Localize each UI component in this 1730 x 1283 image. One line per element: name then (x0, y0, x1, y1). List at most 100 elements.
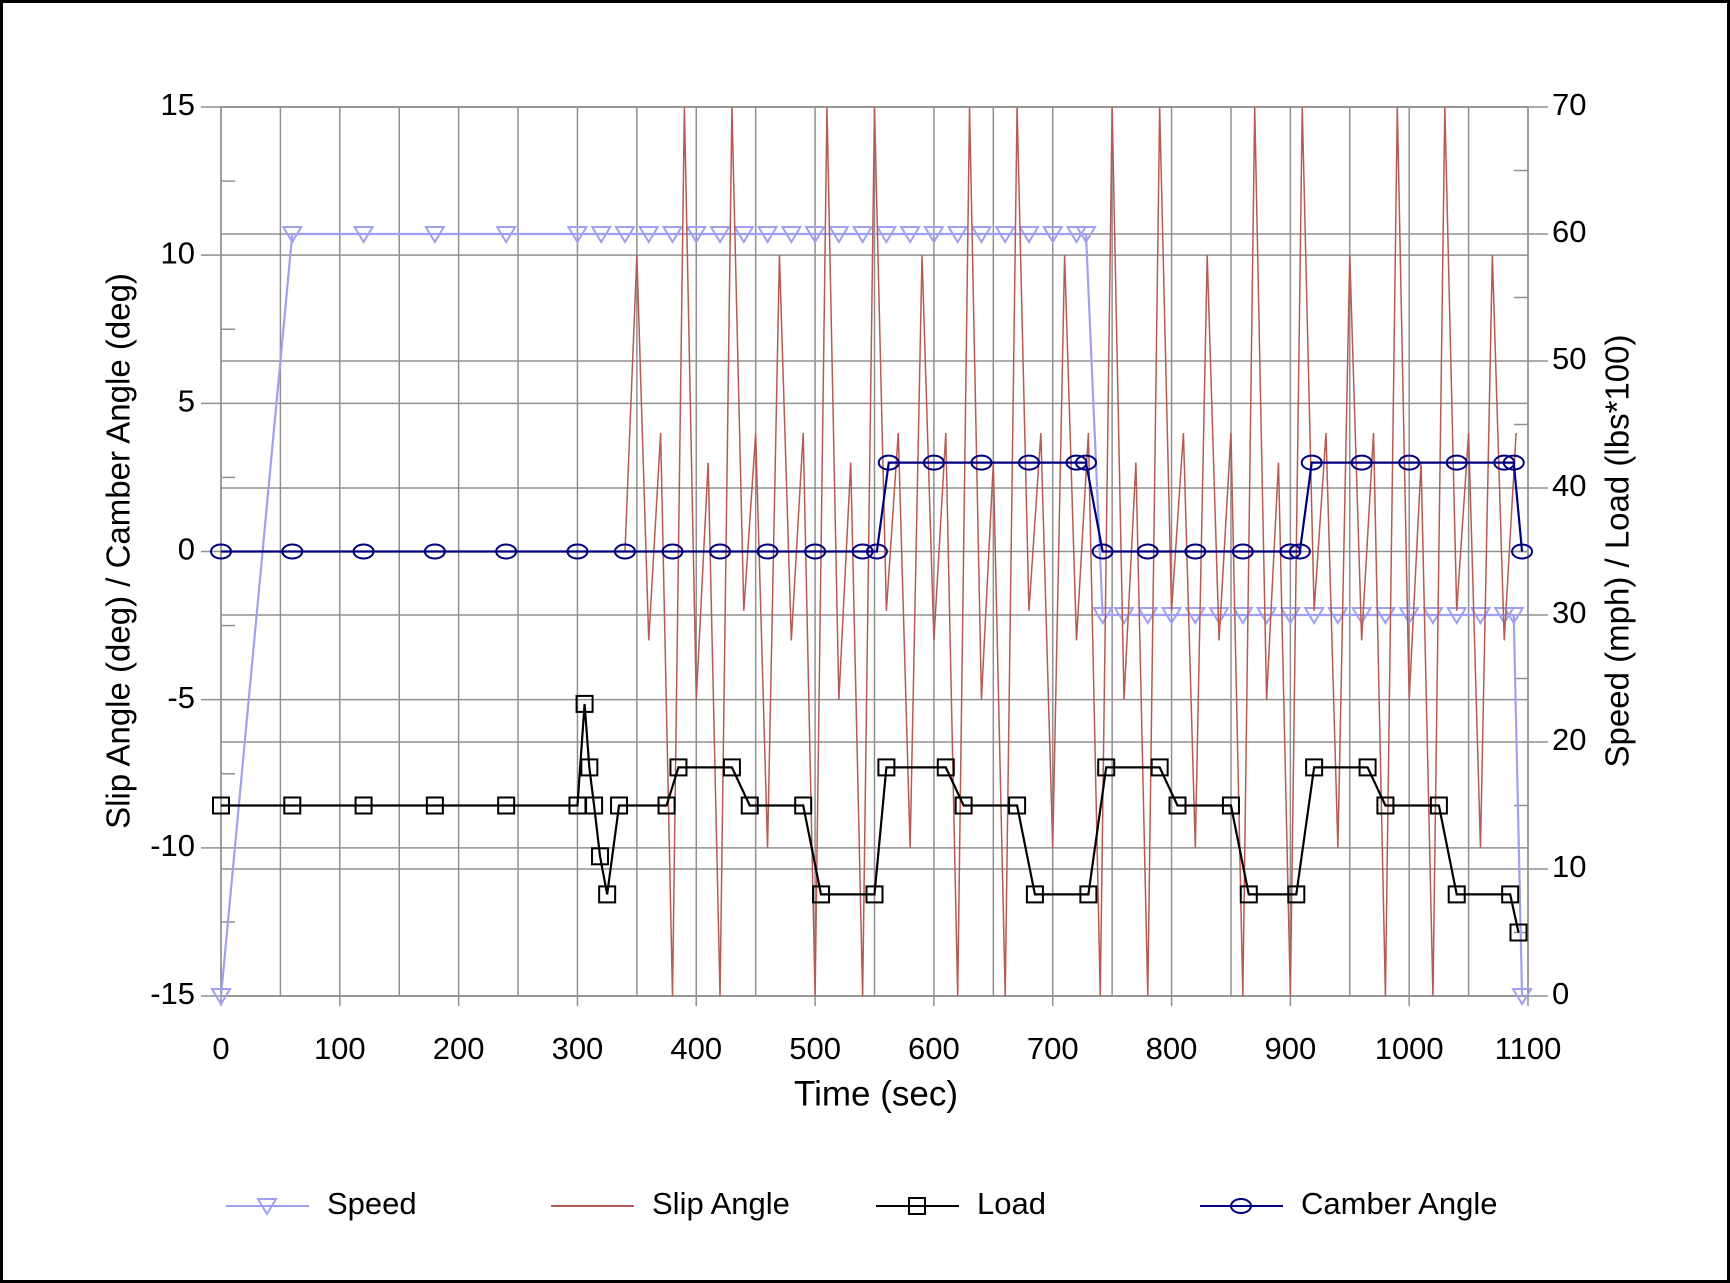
marker (669, 758, 688, 777)
marker (1017, 454, 1040, 471)
marker (585, 796, 604, 815)
y2-tick-label: 10 (1552, 849, 1586, 884)
marker (256, 1198, 278, 1216)
marker (804, 226, 826, 244)
x-tick-label: 800 (1146, 1031, 1198, 1066)
marker (1075, 226, 1097, 244)
marker (1208, 607, 1230, 625)
marker (1025, 885, 1044, 904)
marker (210, 988, 232, 1006)
legend-label: Load (977, 1186, 1046, 1221)
marker (1376, 796, 1395, 815)
x-tick-label: 1100 (1495, 1031, 1562, 1066)
marker (598, 885, 617, 904)
x-tick-label: 200 (433, 1031, 485, 1066)
x-tick-label: 0 (212, 1031, 229, 1066)
marker (756, 543, 779, 560)
marker (877, 758, 896, 777)
series-line (221, 106, 1517, 997)
marker (899, 226, 921, 244)
marker (613, 543, 636, 560)
x-tick-label: 900 (1264, 1031, 1316, 1066)
marker (1501, 885, 1520, 904)
marker (1398, 454, 1421, 471)
marker (1429, 796, 1448, 815)
marker (566, 543, 589, 560)
marker (1239, 885, 1258, 904)
marker (657, 796, 676, 815)
series (210, 454, 1534, 560)
marker (1358, 758, 1377, 777)
y-tick-label: -10 (150, 828, 195, 863)
y-tick-label: -15 (150, 976, 195, 1011)
series (212, 694, 1528, 942)
marker (283, 796, 302, 815)
marker (1079, 885, 1098, 904)
legend-label: Slip Angle (652, 1186, 790, 1221)
marker (661, 226, 684, 244)
y2-tick-label: 70 (1552, 87, 1586, 122)
marker (1350, 454, 1373, 471)
marker (424, 226, 446, 244)
x-tick-label: 700 (1027, 1031, 1079, 1066)
marker (865, 543, 888, 560)
marker (1511, 988, 1533, 1006)
marker (923, 226, 945, 244)
x-tick-label: 1000 (1375, 1031, 1444, 1066)
marker (877, 454, 900, 471)
marker (1184, 543, 1207, 560)
y-tick-label: 0 (178, 532, 195, 567)
marker (709, 543, 732, 560)
marker (1008, 796, 1027, 815)
marker (1288, 543, 1311, 560)
marker (580, 758, 599, 777)
marker (281, 543, 304, 560)
marker (495, 226, 517, 244)
marker (591, 847, 610, 866)
marker (936, 758, 955, 777)
y2-tick-label: 30 (1552, 595, 1586, 630)
marker (851, 226, 874, 244)
marker (1091, 607, 1114, 625)
marker (865, 885, 884, 904)
y-tick-label: -5 (167, 680, 195, 715)
marker (1350, 607, 1373, 625)
marker (1305, 758, 1324, 777)
marker (661, 543, 684, 560)
marker (733, 226, 755, 244)
marker (1287, 885, 1306, 904)
x-tick-label: 500 (789, 1031, 841, 1066)
marker (1150, 758, 1169, 777)
y2-tick-label: 60 (1552, 214, 1586, 249)
marker (1493, 454, 1516, 471)
marker (740, 796, 759, 815)
marker (1511, 543, 1534, 560)
x-tick-label: 300 (552, 1031, 604, 1066)
marker (1221, 796, 1240, 815)
marker (812, 885, 831, 904)
series-line (221, 703, 1520, 933)
marker (212, 796, 230, 815)
marker (354, 796, 373, 815)
marker (637, 226, 660, 244)
marker (1230, 1198, 1252, 1214)
y-tick-label: 5 (178, 384, 195, 419)
marker (425, 796, 444, 815)
marker (970, 226, 993, 244)
marker (1279, 543, 1302, 560)
marker (610, 796, 629, 815)
marker (851, 543, 874, 560)
marker (828, 226, 850, 244)
marker (352, 543, 375, 560)
y2-tick-label: 0 (1552, 976, 1569, 1011)
marker (970, 454, 993, 471)
marker (1300, 454, 1323, 471)
x-tick-label: 600 (908, 1031, 960, 1066)
marker (1445, 454, 1468, 471)
marker (794, 796, 813, 815)
marker (1231, 543, 1254, 560)
y2-tick-label: 50 (1552, 341, 1586, 376)
marker (575, 694, 594, 713)
